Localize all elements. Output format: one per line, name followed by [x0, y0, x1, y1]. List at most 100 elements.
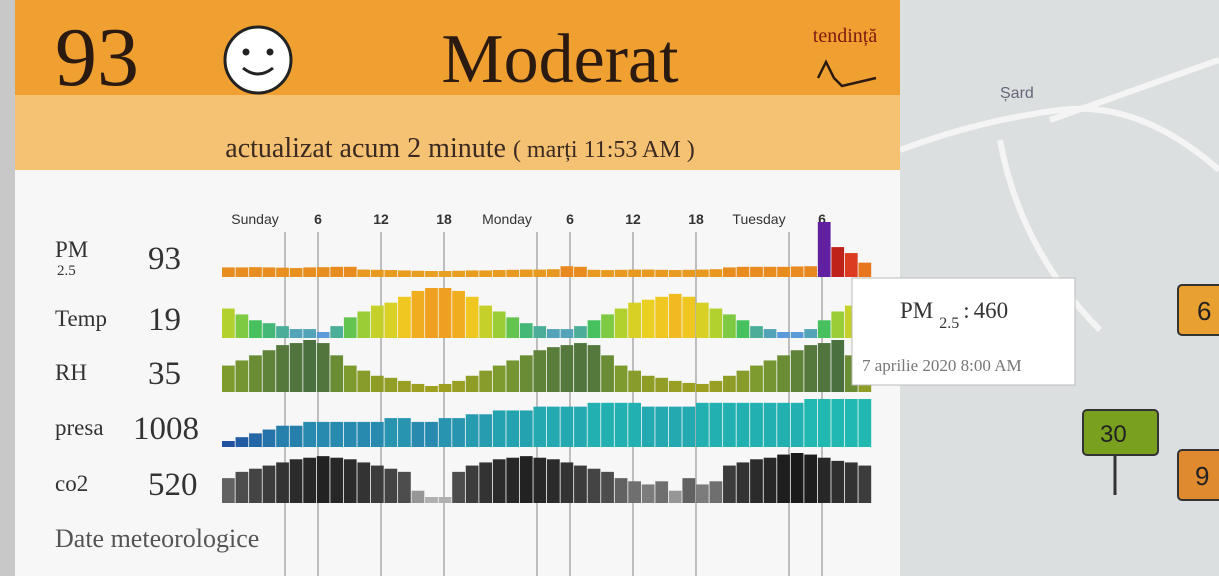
bar — [547, 407, 560, 447]
bar — [479, 371, 492, 392]
bar — [263, 466, 276, 503]
bar — [344, 459, 357, 503]
bar — [574, 326, 587, 338]
bar — [845, 253, 858, 277]
bar — [615, 366, 628, 392]
bar — [533, 458, 546, 503]
row-sublabel: 2.5 — [57, 263, 76, 279]
bar — [791, 403, 804, 447]
bar — [723, 267, 736, 277]
bar — [290, 329, 303, 338]
tooltip-label: PM — [900, 298, 933, 323]
bar — [737, 371, 750, 392]
bar — [303, 267, 316, 277]
bar — [439, 288, 452, 338]
bar — [263, 430, 276, 447]
bar — [831, 461, 844, 503]
bar — [506, 317, 519, 338]
timeline-label: 18 — [688, 211, 704, 227]
bar — [669, 491, 682, 503]
bar — [710, 269, 723, 277]
updated-time: ( marți 11:53 AM ) — [513, 137, 695, 163]
bar — [506, 410, 519, 447]
bar — [344, 317, 357, 338]
bar — [588, 270, 601, 277]
bar — [561, 345, 574, 392]
bar — [764, 267, 777, 277]
bar — [330, 326, 343, 338]
bar — [588, 320, 601, 338]
bar — [547, 269, 560, 277]
bar — [750, 366, 763, 392]
timeline-label: 18 — [436, 211, 452, 227]
bar — [601, 314, 614, 338]
bar — [398, 270, 411, 277]
bar — [791, 350, 804, 392]
bar — [222, 441, 235, 447]
bar — [520, 456, 533, 503]
bar — [831, 340, 844, 392]
bar — [669, 294, 682, 338]
bar — [818, 320, 831, 338]
bar — [276, 462, 289, 503]
bar — [533, 270, 546, 277]
bar — [344, 366, 357, 392]
bar — [682, 478, 695, 503]
bar — [764, 458, 777, 503]
bar — [425, 271, 438, 277]
bar — [479, 414, 492, 447]
bar — [439, 271, 452, 277]
bar — [845, 462, 858, 503]
bar — [831, 311, 844, 338]
bar — [276, 326, 289, 338]
map-marker[interactable]: 6 — [1178, 285, 1219, 335]
bar — [222, 309, 235, 338]
aqi-value: 93 — [55, 11, 139, 104]
bar — [682, 270, 695, 277]
bar — [317, 343, 330, 392]
bar — [804, 399, 817, 447]
bar — [723, 314, 736, 338]
bar — [249, 433, 262, 447]
bar — [561, 462, 574, 503]
updated: actualizat acum 2 minute ( marți 11:53 A… — [225, 133, 694, 164]
bar — [655, 378, 668, 392]
bar — [655, 407, 668, 447]
bar — [750, 459, 763, 503]
bar — [615, 309, 628, 338]
bar — [777, 403, 790, 447]
bar — [615, 478, 628, 503]
bar — [385, 378, 398, 392]
map-place: Șard — [1000, 85, 1034, 102]
bar — [669, 407, 682, 447]
bar — [723, 403, 736, 447]
map-marker[interactable]: 9 — [1178, 450, 1219, 500]
bar — [236, 360, 249, 392]
bar — [858, 263, 871, 277]
tooltip-date: 7 aprilie 2020 8:00 AM — [862, 356, 1022, 375]
bar — [845, 399, 858, 447]
bar — [303, 458, 316, 503]
bar — [710, 381, 723, 392]
bar — [249, 267, 262, 277]
bar — [222, 267, 235, 277]
bar — [249, 469, 262, 503]
bar — [710, 481, 723, 503]
bar — [263, 267, 276, 277]
bar — [561, 329, 574, 338]
bar — [561, 407, 574, 447]
bar — [466, 414, 479, 447]
trend-label[interactable]: tendință — [813, 25, 878, 47]
bar — [385, 270, 398, 277]
bar — [466, 466, 479, 503]
bar — [290, 343, 303, 392]
bar — [452, 271, 465, 277]
bar — [371, 270, 384, 277]
bar — [412, 491, 425, 503]
bar — [628, 303, 641, 338]
bar — [642, 270, 655, 277]
timeline-label: 12 — [373, 211, 389, 227]
bar — [290, 268, 303, 277]
bar — [493, 410, 506, 447]
bar — [493, 459, 506, 503]
